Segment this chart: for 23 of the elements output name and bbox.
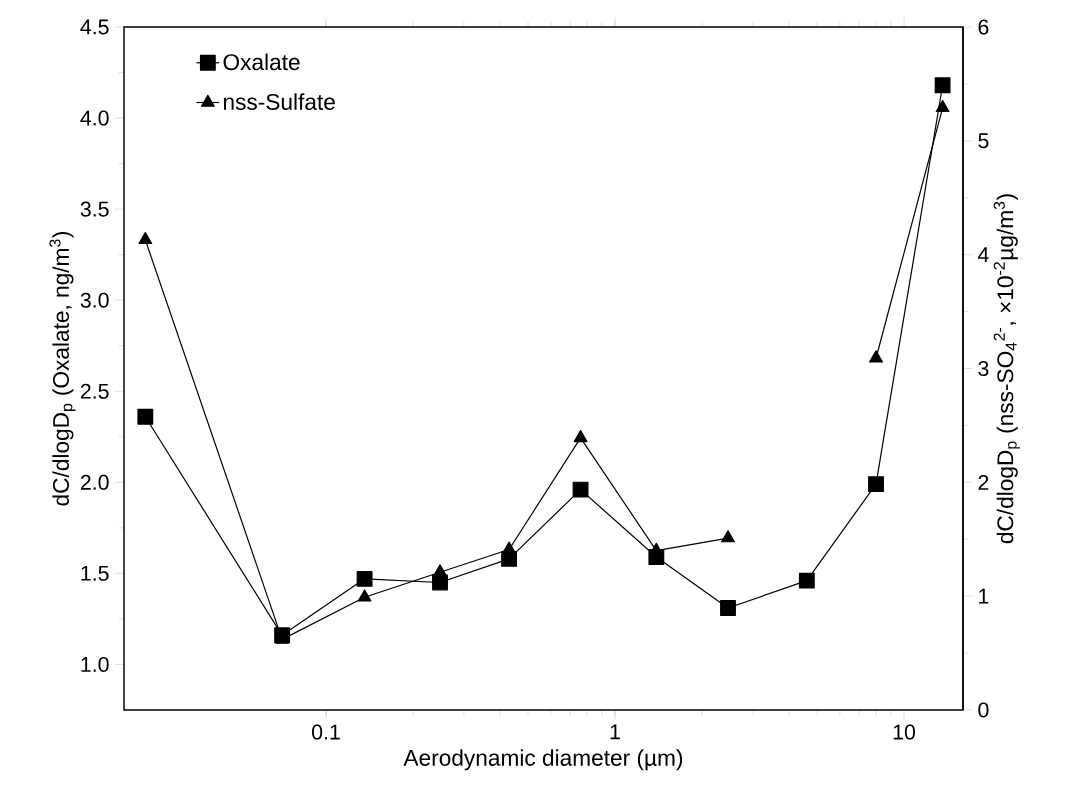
y-tick-label: 4.5	[80, 19, 109, 35]
y2-tick-label: 5	[978, 133, 989, 149]
x-tick-label: 1	[610, 724, 620, 740]
y2-tick-label: 6	[978, 19, 989, 35]
y-tick-label: 2.0	[80, 474, 109, 490]
y-tick-label: 3.0	[80, 292, 109, 308]
y2-tick-label: 2	[978, 474, 989, 490]
y2-tick-label: 1	[979, 588, 989, 604]
y-axis-title: dC/dlogD$_{p}$ (Oxalate, ng/m$^{3}$)	[49, 231, 76, 506]
y-tick-label: 1.5	[81, 565, 109, 581]
legend-label: Oxalate	[223, 53, 300, 71]
text: dC/dlogD$_{p}$ (nss-SO$_{4}$$^{2-}$, ×10$^{-2}$µg/m$^{3}$)	[993, 194, 1020, 544]
legend-label: nss-Sulfate	[223, 93, 335, 110]
x-tick-label: 10	[893, 724, 916, 740]
y2-tick-label: 3	[978, 360, 989, 377]
x-tick-label: 0.1	[312, 724, 340, 740]
y-tick-label: 4.0	[80, 110, 109, 126]
y-tick-label: 1.0	[81, 656, 109, 672]
y2-tick-label: 4	[977, 247, 989, 262]
y-tick-label: 3.5	[80, 201, 109, 217]
y-tick-label: 2.5	[80, 383, 109, 399]
x-axis-title: Aerodynamic diameter (µm)	[403, 749, 683, 771]
y2-tick-label: 0	[978, 702, 989, 718]
